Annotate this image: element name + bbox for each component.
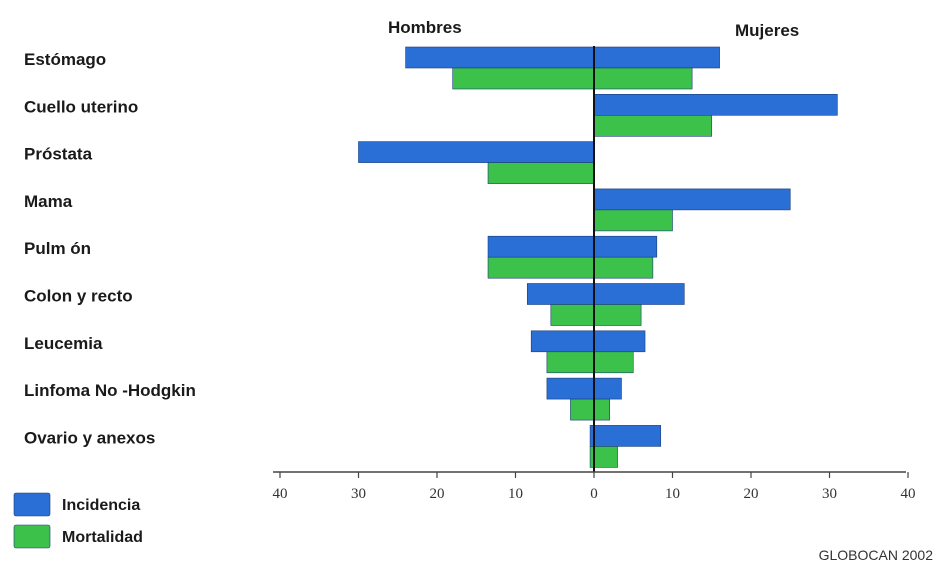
bar-mortalidad-mujeres (593, 446, 618, 468)
side-label-hombres: Hombres (388, 18, 462, 37)
legend-swatch-incidencia (13, 492, 51, 517)
category-label: Próstata (24, 145, 93, 164)
category-label: Estómago (24, 50, 106, 69)
category-label: Mama (24, 192, 73, 211)
x-tick-label: 30 (822, 486, 837, 502)
bar-incidencia-mujeres (593, 377, 622, 400)
bar-mortalidad-hombres (550, 304, 595, 326)
bars-group (358, 46, 838, 468)
bar-incidencia-mujeres (593, 330, 646, 353)
bar-incidencia-hombres (405, 46, 595, 69)
bar-mortalidad-mujeres (593, 398, 610, 421)
x-tick-label: 30 (351, 486, 366, 502)
bar-mortalidad-mujeres (593, 67, 693, 90)
x-tick-label: 40 (901, 486, 916, 502)
category-label: Leucemia (24, 334, 103, 353)
legend: Incidencia Mortalidad (13, 492, 143, 549)
x-tick-label: 0 (590, 486, 598, 502)
bar-incidencia-mujeres (593, 425, 662, 447)
bar-incidencia-mujeres (593, 46, 720, 69)
bar-mortalidad-hombres (487, 256, 595, 279)
source-label: GLOBOCAN 2002 (819, 547, 934, 563)
category-label: Pulm ón (24, 239, 91, 258)
bar-mortalidad-hombres (487, 162, 595, 184)
side-label-mujeres: Mujeres (735, 21, 799, 40)
bar-mortalidad-mujeres (593, 209, 673, 232)
bar-mortalidad-mujeres (593, 304, 642, 326)
x-tick-label: 10 (508, 486, 523, 502)
x-axis-ticks: 40 30 20 10 0 10 20 30 40 (273, 472, 916, 502)
bar-incidencia-hombres (530, 330, 595, 353)
x-tick-label: 40 (273, 486, 288, 502)
category-label: Colon y recto (24, 287, 133, 306)
bar-mortalidad-mujeres (593, 256, 654, 279)
bar-mortalidad-mujeres (593, 115, 713, 137)
bar-incidencia-hombres (546, 377, 595, 400)
x-tick-label: 20 (430, 486, 445, 502)
x-tick-label: 10 (665, 486, 680, 502)
bar-mortalidad-mujeres (593, 351, 634, 374)
bar-incidencia-mujeres (593, 188, 791, 211)
x-tick-label: 20 (744, 486, 759, 502)
category-labels: Estómago Cuello uterino Próstata Mama Pulm ó… (24, 50, 196, 447)
bar-incidencia-mujeres (593, 94, 838, 116)
bar-incidencia-mujeres (593, 283, 685, 305)
category-label: Linfoma No -Hodgkin (24, 381, 196, 400)
bar-mortalidad-hombres (570, 398, 595, 421)
bar-incidencia-hombres (487, 235, 595, 258)
bar-mortalidad-hombres (452, 67, 595, 90)
category-label: Cuello uterino (24, 97, 138, 116)
legend-label-mortalidad: Mortalidad (62, 529, 143, 546)
bar-incidencia-mujeres (593, 235, 658, 258)
category-label: Ovario y anexos (24, 428, 155, 447)
legend-swatch-mortalidad (13, 524, 51, 549)
legend-label-incidencia: Incidencia (62, 497, 140, 514)
bar-mortalidad-hombres (546, 351, 595, 374)
bar-incidencia-hombres (526, 283, 595, 305)
bar-incidencia-hombres (358, 141, 595, 163)
